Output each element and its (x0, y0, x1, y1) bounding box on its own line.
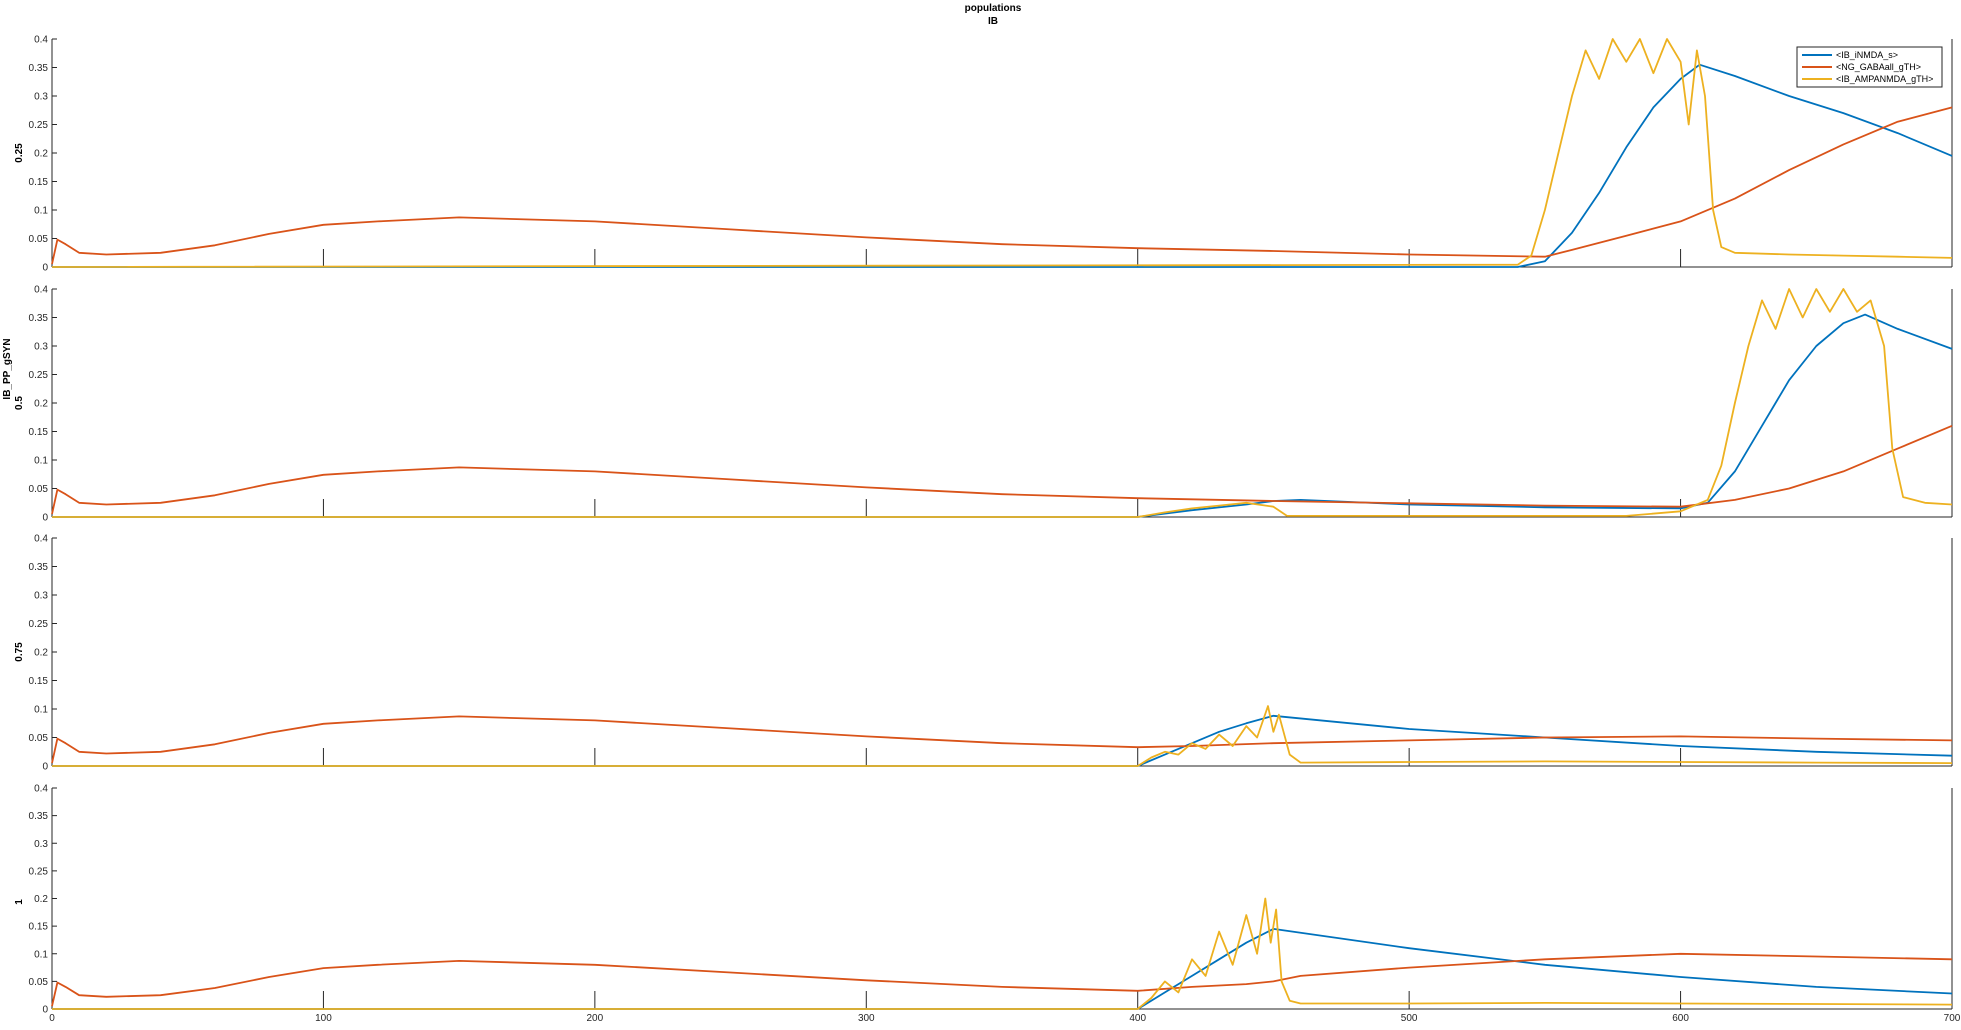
y-tick-label: 0 (42, 1005, 48, 1016)
y-tick-label: 0.1 (34, 705, 48, 716)
shared-ylabel: IB_PP_gSYN (2, 338, 13, 399)
y-tick-label: 0 (42, 513, 48, 524)
y-tick-label: 0.15 (29, 676, 49, 687)
y-tick-label: 0.25 (29, 370, 49, 381)
y-tick-label: 0.3 (34, 591, 48, 602)
y-tick-label: 0.4 (34, 534, 48, 545)
series-line-1 (52, 928, 1953, 1010)
y-tick-label: 0.2 (34, 399, 48, 410)
y-tick-label: 0.05 (29, 977, 49, 988)
y-tick-label: 0.35 (29, 562, 49, 573)
series-line-2 (51, 424, 1953, 515)
panels-group: 0 0.05 0.1 0.15 0.2 0.25 0.3 0.35 0.4 0 0.05 0.1 0.1… (29, 35, 1961, 1025)
figure-title-line-2: IB (988, 16, 998, 27)
series-line-1 (52, 313, 1953, 518)
y-tick-label: 0.2 (34, 894, 48, 905)
y-tick-label: 0.4 (34, 35, 48, 46)
panel-4: 0 0.05 0.1 0.15 0.2 0.25 0.3 0.35 0.4 0 100 200 300 4… (29, 784, 1961, 1025)
series-line-1 (52, 714, 1953, 767)
y-tick-label: 0.05 (29, 733, 49, 744)
y-tick-label: 0.25 (29, 120, 49, 131)
figure-title-line-1: populations (965, 3, 1022, 14)
y-tick-label: 0.15 (29, 427, 49, 438)
x-tick-label: 500 (1401, 1013, 1418, 1024)
panel-label-1: 0.25 (14, 143, 25, 163)
x-tick-label: 300 (858, 1013, 875, 1024)
x-tick-label: 0 (49, 1013, 55, 1024)
y-tick-label: 0.1 (34, 206, 48, 217)
series-line-2 (51, 715, 1953, 764)
series-line-3 (51, 38, 1953, 268)
y-tick-label: 0.1 (34, 456, 48, 467)
y-tick-label: 0.35 (29, 811, 49, 822)
x-tick-label: 700 (1944, 1013, 1961, 1024)
y-tick-label: 0.4 (34, 784, 48, 795)
series-line-3 (52, 705, 1953, 767)
legend-label-1: <IB_iNMDA_s> (1836, 50, 1898, 60)
x-tick-label: 100 (315, 1013, 332, 1024)
panel-1: 0 0.05 0.1 0.15 0.2 0.25 0.3 0.35 0.4 (29, 35, 1953, 274)
legend-label-2: <NG_GABAall_gTH> (1836, 62, 1921, 72)
panel-label-4: 1 (14, 899, 25, 905)
y-tick-label: 0.3 (34, 92, 48, 103)
panel-2: 0 0.05 0.1 0.15 0.2 0.25 0.3 0.35 0.4 (29, 285, 1953, 524)
y-tick-label: 0.4 (34, 285, 48, 296)
x-tick-label: 400 (1129, 1013, 1146, 1024)
y-tick-label: 0.25 (29, 866, 49, 877)
series-line-3 (52, 897, 1953, 1010)
y-tick-label: 0.35 (29, 63, 49, 74)
y-tick-label: 0.2 (34, 149, 48, 160)
y-tick-label: 0.3 (34, 839, 48, 850)
panel-3: 0 0.05 0.1 0.15 0.2 0.25 0.3 0.35 0.4 (29, 534, 1953, 773)
y-tick-label: 0.1 (34, 949, 48, 960)
y-tick-label: 0 (42, 263, 48, 274)
y-tick-label: 0.05 (29, 484, 49, 495)
legend: <IB_iNMDA_s> <NG_GABAall_gTH> <IB_AMPANM… (1796, 46, 1943, 88)
y-tick-label: 0.15 (29, 922, 49, 933)
series-line-2 (51, 106, 1953, 265)
y-tick-label: 0.2 (34, 648, 48, 659)
legend-label-3: <IB_AMPANMDA_gTH> (1836, 74, 1933, 84)
series-line-1 (52, 63, 1953, 268)
x-tick-label: 600 (1672, 1013, 1689, 1024)
series-line-3 (52, 288, 1953, 518)
panel-label-3: 0.75 (14, 642, 25, 662)
y-tick-label: 0.35 (29, 313, 49, 324)
y-tick-label: 0 (42, 762, 48, 773)
y-tick-label: 0.05 (29, 234, 49, 245)
y-tick-label: 0.25 (29, 619, 49, 630)
y-tick-label: 0.15 (29, 177, 49, 188)
x-tick-label: 200 (587, 1013, 604, 1024)
panel-label-2: 0.5 (14, 396, 25, 410)
y-tick-label: 0.3 (34, 342, 48, 353)
series-line-2 (51, 952, 1953, 1007)
